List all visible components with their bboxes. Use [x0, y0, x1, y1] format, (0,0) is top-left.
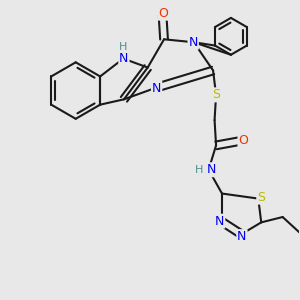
Text: N: N: [237, 230, 247, 243]
Text: N: N: [207, 163, 216, 176]
Text: N: N: [188, 36, 198, 49]
Text: S: S: [212, 88, 220, 101]
Text: N: N: [119, 52, 129, 65]
Text: N: N: [215, 215, 224, 228]
Text: H: H: [118, 42, 127, 52]
Text: N: N: [152, 82, 161, 94]
Text: S: S: [257, 190, 265, 204]
Text: O: O: [238, 134, 248, 147]
Text: H: H: [195, 165, 203, 175]
Text: O: O: [158, 7, 168, 20]
